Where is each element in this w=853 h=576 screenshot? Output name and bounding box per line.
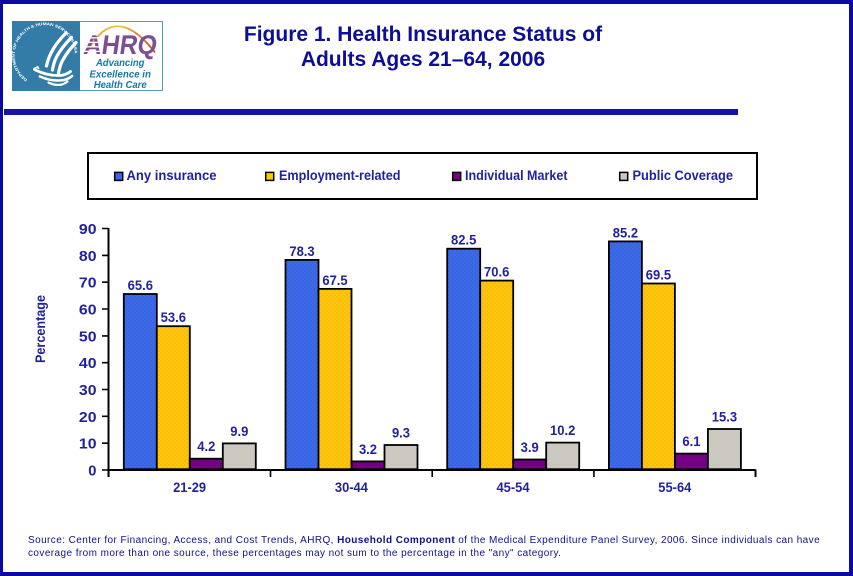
svg-text:Advancing: Advancing	[95, 57, 145, 69]
svg-text:Any insurance: Any insurance	[127, 168, 217, 183]
svg-text:67.5: 67.5	[322, 272, 347, 288]
svg-text:Employment-related: Employment-related	[279, 168, 401, 183]
svg-text:Excellence in: Excellence in	[89, 68, 151, 80]
svg-text:78.3: 78.3	[289, 243, 314, 259]
svg-text:82.5: 82.5	[451, 232, 476, 248]
svg-text:0: 0	[88, 463, 96, 480]
svg-text:3.2: 3.2	[359, 441, 377, 457]
svg-text:10.2: 10.2	[550, 422, 575, 438]
svg-text:9.9: 9.9	[230, 423, 248, 439]
svg-text:Individual Market: Individual Market	[465, 168, 568, 183]
svg-text:15.3: 15.3	[712, 409, 737, 425]
svg-text:21-29: 21-29	[173, 479, 206, 495]
svg-text:Health Care: Health Care	[94, 79, 147, 91]
svg-text:4.2: 4.2	[197, 438, 215, 454]
svg-text:70: 70	[79, 275, 97, 292]
svg-text:70.6: 70.6	[484, 264, 509, 280]
svg-text:30: 30	[79, 382, 97, 399]
svg-text:40: 40	[79, 355, 97, 372]
svg-text:10: 10	[79, 436, 97, 453]
svg-text:20: 20	[79, 409, 97, 426]
svg-text:55-64: 55-64	[658, 479, 691, 495]
svg-text:85.2: 85.2	[613, 224, 638, 240]
svg-text:Percentage: Percentage	[32, 295, 48, 363]
svg-text:65.6: 65.6	[128, 277, 153, 293]
svg-text:60: 60	[79, 302, 97, 319]
svg-text:53.6: 53.6	[161, 309, 186, 325]
svg-text:45-54: 45-54	[497, 479, 530, 495]
svg-text:30-44: 30-44	[335, 479, 368, 495]
svg-text:90: 90	[79, 221, 97, 238]
svg-text:9.3: 9.3	[392, 425, 410, 441]
svg-text:3.9: 3.9	[521, 439, 539, 455]
svg-text:50: 50	[79, 328, 97, 345]
svg-text:Public Coverage: Public Coverage	[633, 168, 734, 183]
svg-text:AHRQ: AHRQ	[82, 29, 159, 60]
svg-text:69.5: 69.5	[646, 267, 671, 283]
svg-text:80: 80	[79, 248, 97, 265]
svg-text:6.1: 6.1	[682, 433, 700, 449]
